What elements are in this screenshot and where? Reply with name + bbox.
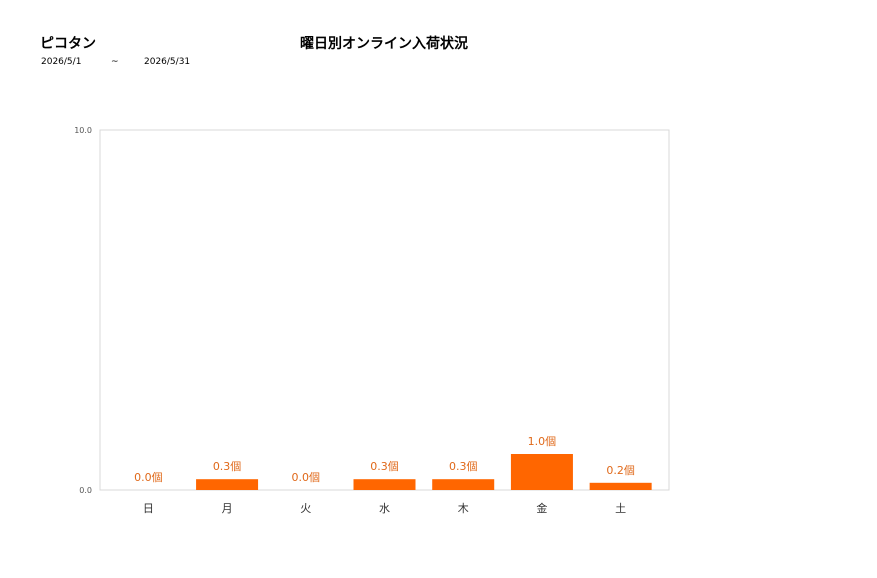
bar-4: [432, 479, 495, 490]
category-label-0: 日: [143, 502, 154, 515]
data-label-5: 1.0個: [528, 435, 557, 448]
category-label-2: 火: [300, 502, 311, 515]
date-end: 2026/5/31: [144, 57, 191, 67]
category-label-3: 水: [379, 502, 390, 515]
data-label-2: 0.0個: [292, 471, 321, 484]
bar-6: [589, 482, 652, 490]
date-start: 2026/5/1: [41, 57, 82, 67]
chart-title: 曜日別オンライン入荷状況: [300, 36, 468, 52]
data-label-6: 0.2個: [606, 464, 635, 477]
y-tick-label: 10.0: [74, 126, 92, 135]
category-label-1: 月: [222, 502, 233, 515]
y-tick-label: 0.0: [79, 486, 92, 495]
bar-1: [196, 479, 259, 490]
plot-frame: [99, 129, 670, 491]
category-label-5: 金: [536, 501, 547, 515]
data-label-3: 0.3個: [370, 460, 399, 473]
category-label-6: 土: [615, 502, 626, 515]
bar-3: [353, 479, 416, 490]
bar-5: [510, 454, 573, 490]
data-label-0: 0.0個: [134, 471, 163, 484]
category-label-4: 木: [458, 502, 469, 515]
data-label-1: 0.3個: [213, 460, 242, 473]
data-label-4: 0.3個: [449, 460, 478, 473]
shop-name: ピコタン: [40, 36, 96, 52]
date-separator: ~: [111, 57, 119, 67]
